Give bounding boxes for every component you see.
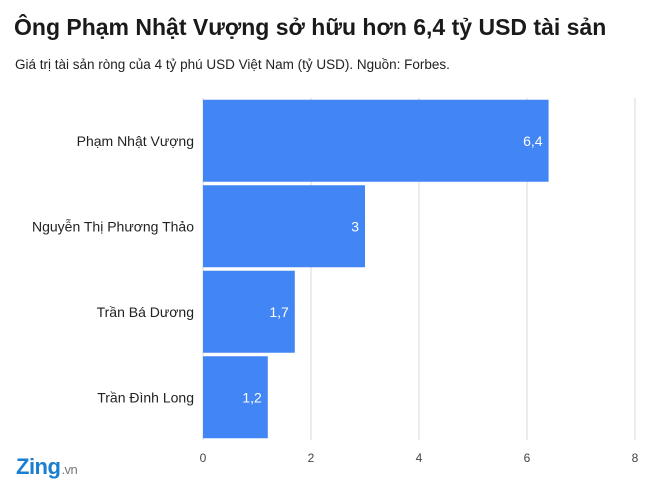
data-label-1: 3 <box>351 218 359 234</box>
category-label-1: Nguyễn Thị Phương Thảo <box>32 218 194 234</box>
bar-0 <box>203 99 549 182</box>
x-tick-label-0: 0 <box>200 451 207 465</box>
bar-2 <box>203 270 295 353</box>
chart-title: Ông Phạm Nhật Vượng sở hữu hơn 6,4 tỷ US… <box>14 14 607 40</box>
x-tick-label-2: 4 <box>416 451 423 465</box>
chart-subtitle: Giá trị tài sản ròng của 4 tỷ phú USD Vi… <box>15 57 450 72</box>
x-tick-label-1: 2 <box>308 451 315 465</box>
data-label-0: 6,4 <box>523 133 543 149</box>
x-tick-label-3: 6 <box>524 451 531 465</box>
category-label-0: Phạm Nhật Vượng <box>77 133 194 149</box>
category-label-2: Trần Bá Dương <box>97 304 194 320</box>
data-label-3: 1,2 <box>242 389 262 405</box>
data-label-2: 1,7 <box>269 304 289 320</box>
bar-1 <box>203 185 365 268</box>
x-tick-label-4: 8 <box>632 451 639 465</box>
bar-3 <box>203 356 268 439</box>
zing-logo: Zing.vn <box>16 454 78 479</box>
category-label-3: Trần Đình Long <box>97 389 194 405</box>
